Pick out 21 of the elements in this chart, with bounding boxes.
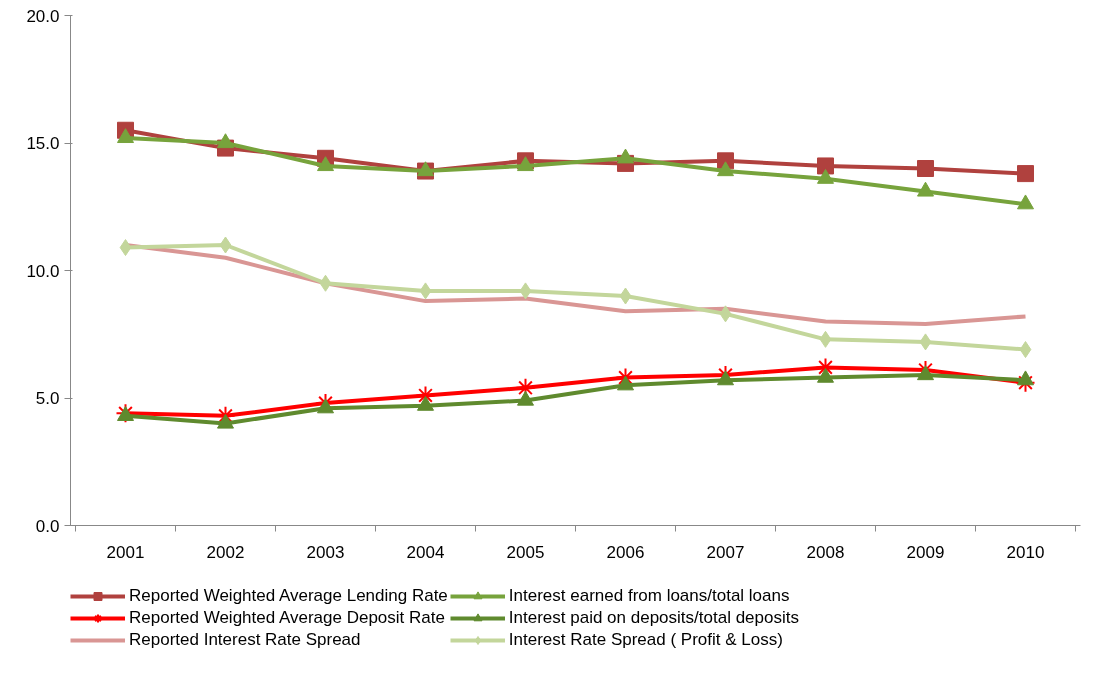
- x-tick-label: 2009: [906, 542, 945, 562]
- y-tick-label: 10.0: [26, 261, 60, 281]
- y-tick-label: 15.0: [26, 134, 60, 153]
- x-tick-label: 2002: [206, 542, 245, 562]
- x-tick-label: 2003: [306, 542, 345, 562]
- y-tick-label: 5.0: [35, 389, 60, 408]
- x-tick-label: 2008: [806, 542, 845, 562]
- x-tick-label: 2001: [106, 542, 145, 562]
- legend-label: Interest paid on deposits/total deposits: [508, 607, 799, 628]
- legend-label: Reported Weighted Average Lending Rate: [129, 585, 448, 606]
- legend-label: Reported Interest Rate Spread: [129, 629, 361, 650]
- x-tick-label: 2004: [406, 542, 445, 562]
- x-tick-label: 2005: [506, 542, 545, 562]
- legend-label: Interest earned from loans/total loans: [508, 585, 790, 606]
- legend-label: Reported Weighted Average Deposit Rate: [129, 607, 445, 628]
- x-tick-label: 2010: [1006, 542, 1045, 562]
- y-tick-label: 20.0: [26, 6, 60, 26]
- y-tick-label: 0.0: [35, 516, 60, 536]
- x-tick-label: 2007: [706, 542, 745, 562]
- legend-label: Interest Rate Spread ( Profit & Loss): [508, 629, 783, 650]
- x-tick-label: 2006: [606, 542, 645, 562]
